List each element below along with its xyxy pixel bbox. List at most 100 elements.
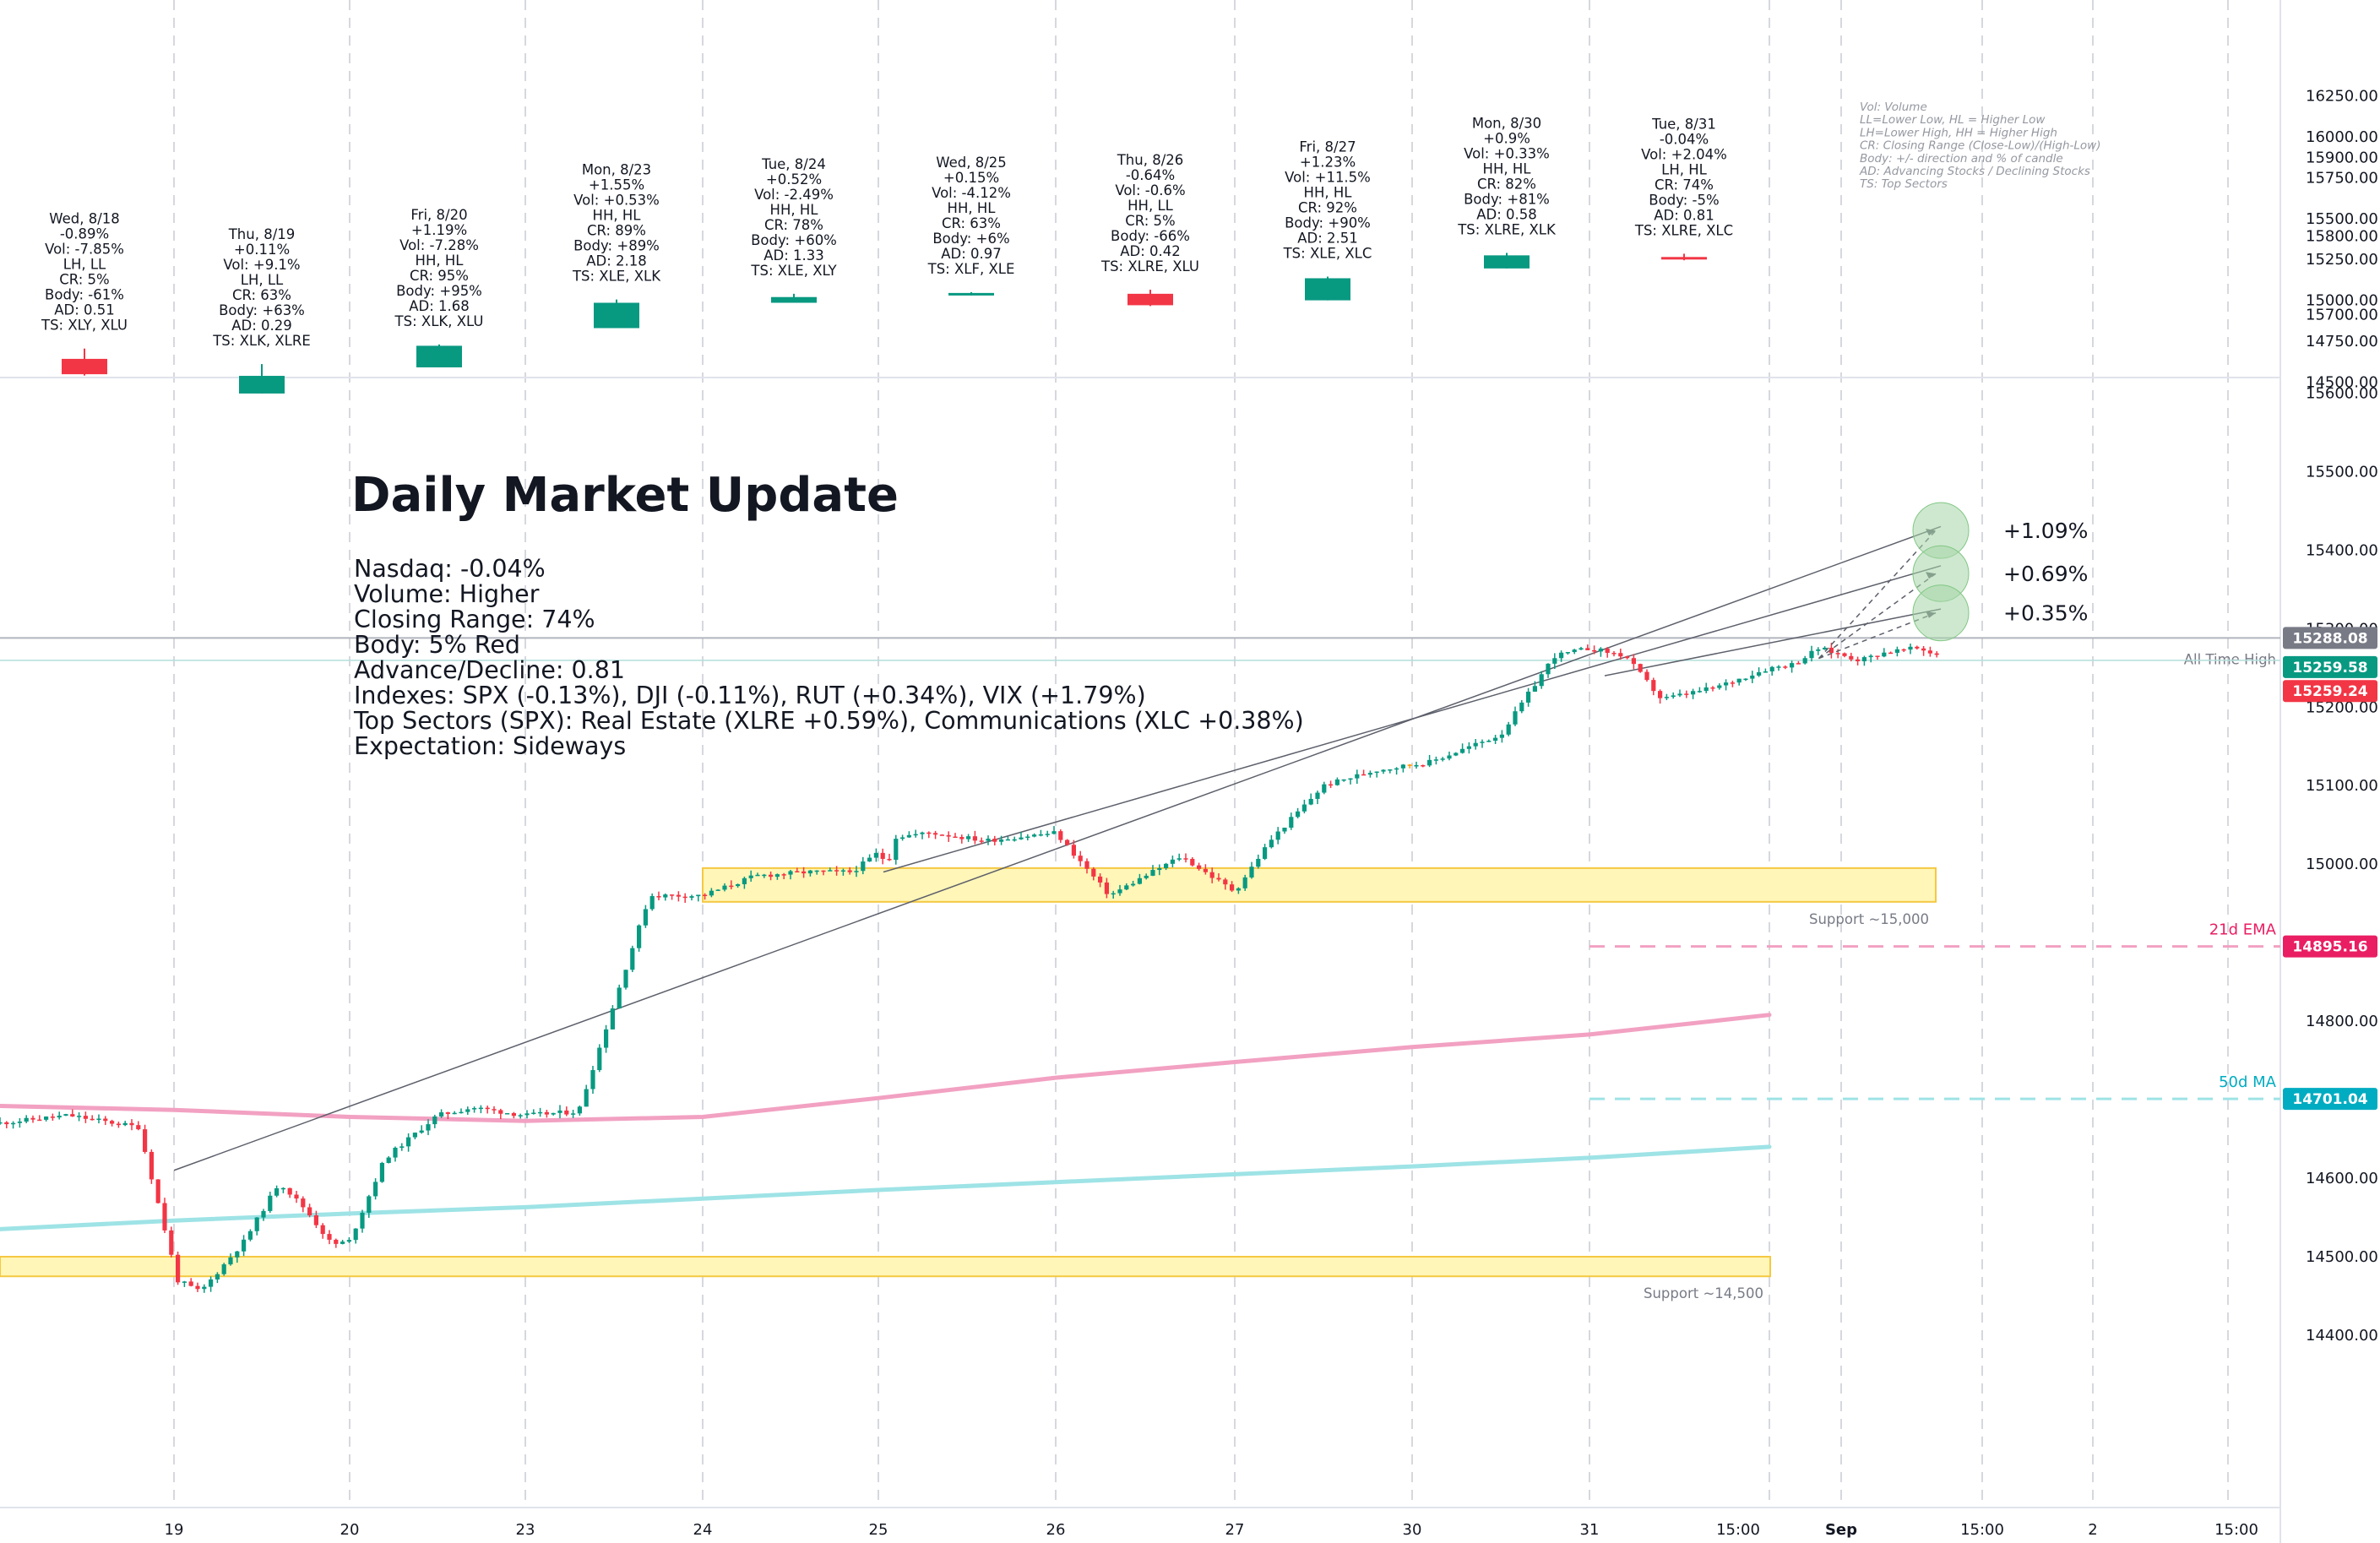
intraday-candle-body (1526, 691, 1531, 703)
intraday-candle-body (926, 832, 932, 834)
intraday-candle-body (1888, 652, 1894, 655)
intraday-candle-body (1480, 742, 1485, 743)
daily-summary-body: Body: +60% (751, 232, 837, 248)
intraday-candle-body (1691, 691, 1696, 695)
intraday-candle-body (1724, 682, 1729, 686)
main-price-tick: 15900.00 (2306, 149, 2378, 167)
daily-summary-cr: CR: 74% (1655, 177, 1714, 193)
intraday-candle-body (1868, 655, 1873, 658)
intraday-candle-body (762, 874, 767, 877)
trend-line (1604, 608, 1942, 676)
legend-line: AD: Advancing Stocks / Declining Stocks (1859, 165, 2090, 178)
daily-summary-body: Body: +89% (573, 238, 660, 254)
intraday-candle-body (1197, 865, 1202, 869)
main-price-tick: 15700.00 (2306, 306, 2378, 323)
intraday-candle-body (1236, 888, 1241, 891)
daily-summary-date: Thu, 8/26 (1117, 152, 1184, 168)
intraday-candle-body (485, 1107, 490, 1110)
intraday-candle-body (834, 870, 840, 872)
intraday-candle-body (1763, 671, 1768, 673)
intraday-candle-body (1263, 847, 1268, 859)
intraday-candle-body (769, 874, 774, 877)
summary-price-tick: 15500.00 (2306, 210, 2378, 228)
daily-summary-cr: CR: 5% (1125, 213, 1175, 229)
intraday-candle-body (116, 1123, 121, 1126)
daily-candle-body (948, 292, 994, 296)
intraday-candle-body (70, 1114, 75, 1117)
intraday-candle-body (1012, 839, 1017, 841)
annotation-line: Closing Range: 74% (354, 606, 595, 633)
intraday-candle-body (1519, 702, 1524, 712)
time-axis-tick: 26 (1046, 1521, 1066, 1539)
price-badge (2283, 627, 2377, 649)
daily-summary-chg: -0.04% (1660, 131, 1709, 147)
summary-price-tick: 15000.00 (2306, 292, 2378, 310)
intraday-candle-body (63, 1114, 68, 1117)
intraday-candle-body (143, 1129, 148, 1152)
vertical-gridlines (173, 0, 2229, 1508)
intraday-candle-body (1301, 804, 1307, 812)
trend-line (883, 565, 1942, 873)
intraday-candle-body (1835, 653, 1840, 655)
intraday-candle-body (1631, 658, 1636, 665)
daily-summary-date: Thu, 8/19 (228, 226, 296, 242)
daily-candle-body (771, 296, 817, 303)
intraday-candle-body (840, 870, 845, 872)
daily-candle-body (594, 302, 639, 329)
intraday-candle-body (1736, 678, 1742, 683)
intraday-candle-body (531, 1112, 536, 1115)
daily-summary-hl: HH, HL (1304, 185, 1353, 201)
intraday-candle-body (1334, 779, 1339, 785)
intraday-candle-body (110, 1121, 115, 1124)
intraday-candle-body (1677, 693, 1682, 696)
intraday-candle-body (736, 883, 741, 887)
daily-summary-hl: HH, HL (948, 200, 997, 216)
intraday-candle-body (604, 1029, 609, 1048)
daily-summary-ts: TS: XLE, XLC (1283, 246, 1372, 262)
intraday-candle-body (524, 1113, 530, 1116)
intraday-price-pane: Support ~15,000 Support ~14,500 All Time H… (0, 502, 2280, 1301)
intraday-candle-body (1440, 758, 1445, 760)
intraday-candle-body (709, 890, 714, 896)
summary-price-tick: 14500.00 (2306, 373, 2378, 391)
support-zone (0, 1256, 1771, 1278)
daily-candle-body (1661, 257, 1707, 260)
intraday-candle-body (1084, 861, 1089, 869)
intraday-candle-body (590, 1070, 595, 1089)
intraday-candle-body (129, 1122, 134, 1126)
daily-summary-body: Body: +95% (396, 283, 482, 299)
daily-summary-hl: LH, LL (63, 257, 106, 273)
daily-summary-cr: CR: 63% (232, 287, 291, 303)
intraday-candle-body (1296, 811, 1301, 818)
intraday-candle-body (1091, 868, 1096, 877)
intraday-candles (0, 643, 1939, 1293)
legend-line: CR: Closing Range (Close-Low)/(High-Low) (1860, 139, 2100, 153)
intraday-candle-body (1915, 646, 1920, 649)
intraday-candle-body (1348, 778, 1353, 780)
daily-summary-body: Body: +63% (219, 302, 305, 318)
ema-label: 21d EMA (2209, 921, 2277, 939)
intraday-candle-body (1170, 859, 1175, 864)
intraday-candle-body (873, 852, 878, 858)
intraday-candle-body (1842, 653, 1847, 656)
daily-summary-cr: CR: 82% (1477, 176, 1536, 192)
time-axis-tick: 20 (340, 1521, 360, 1539)
intraday-candle-body (1400, 764, 1405, 769)
daily-summary-hl: HH, HL (1483, 160, 1532, 177)
intraday-candle-body (412, 1133, 417, 1138)
axes: 16250.00 16000.00 15750.00 15500.00 15250.00… (165, 88, 2378, 1539)
daily-summary-vol: Vol: -4.12% (932, 185, 1011, 201)
intraday-candle-body (459, 1111, 464, 1114)
intraday-candle-body (670, 894, 675, 896)
intraday-candle-body (57, 1116, 62, 1118)
daily-summary-ad: AD: 2.51 (1297, 231, 1358, 247)
intraday-candle-body (1038, 834, 1043, 836)
intraday-candle-body (254, 1217, 259, 1231)
daily-summary-cr: CR: 95% (410, 268, 469, 284)
intraday-candle-body (4, 1122, 9, 1125)
intraday-candle-body (999, 839, 1004, 842)
intraday-candle-body (1809, 650, 1814, 659)
support-zone (702, 867, 1937, 903)
intraday-candle-body (703, 894, 708, 896)
